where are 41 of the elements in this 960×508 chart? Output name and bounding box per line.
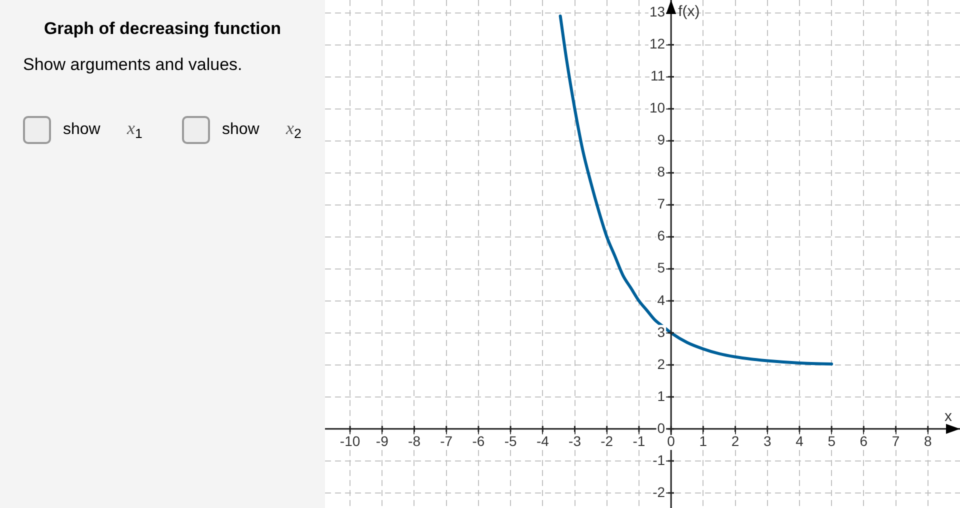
x-tick-label: 3 <box>763 432 772 449</box>
x-tick-label: -7 <box>440 432 453 449</box>
x-tick-label: 7 <box>892 432 900 449</box>
text: Graph of decreasing function <box>42 19 282 39</box>
y-tick-label: 2 <box>657 356 666 372</box>
x-tick-label: -6 <box>472 432 485 449</box>
x-tick-label: -9 <box>376 432 389 449</box>
y-tick-label: 13 <box>649 4 666 20</box>
y-tick-label: 4 <box>657 292 666 308</box>
y-tick-label: 7 <box>657 196 666 212</box>
y-tick-label: -1 <box>652 452 666 468</box>
y-tick-label: 3 <box>657 324 666 340</box>
x-tick-label: 8 <box>924 432 932 449</box>
x-tick-label: -3 <box>568 432 582 449</box>
y-tick-label: 6 <box>657 228 666 244</box>
text: show x$_{2}$ <box>222 118 302 142</box>
y-tick-label: 1 <box>657 388 666 404</box>
x-axis-title: x <box>944 408 952 425</box>
y-tick-label: -2 <box>652 484 666 500</box>
x-tick-label: -10 <box>340 432 360 449</box>
y-tick-label: 10 <box>649 100 666 116</box>
y-axis-title: f(x) <box>678 3 700 20</box>
x-tick-label: 6 <box>860 432 868 449</box>
x-tick-label: -1 <box>632 432 646 449</box>
y-tick-label: 9 <box>657 132 666 148</box>
x-tick-label: 5 <box>828 432 836 449</box>
y-tick-label: 5 <box>657 260 666 276</box>
y-tick-label: 8 <box>657 164 666 180</box>
text: show x$_{1}$ <box>63 118 142 142</box>
x-tick-label: -8 <box>408 432 421 449</box>
x-tick-label: 0 <box>667 432 676 449</box>
y-tick-label: 12 <box>649 36 666 52</box>
x-tick-label: 1 <box>699 432 708 449</box>
text: Show arguments and values. <box>23 55 242 75</box>
x-tick-label: 4 <box>796 432 804 449</box>
x-tick-label: 2 <box>731 432 740 449</box>
y-tick-label: 0 <box>657 420 666 436</box>
x-tick-label: -4 <box>536 432 550 449</box>
x-tick-label: -2 <box>600 432 614 449</box>
x-tick-label: -5 <box>504 432 517 449</box>
y-tick-label: 11 <box>650 68 666 84</box>
